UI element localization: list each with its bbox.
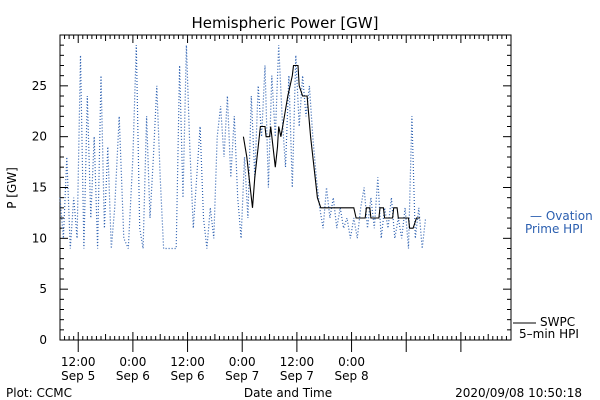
ovation-prime-series-line [59,45,427,250]
x-tick-date-label: Sep 7 [280,369,314,383]
y-tick-label: 10 [32,231,47,245]
x-tick-date-label: Sep 6 [116,369,150,383]
y-tick-label: 25 [32,79,47,93]
x-tick-date-label: Sep 8 [335,369,369,383]
x-tick-time-label: 0:00 [338,355,365,369]
swpc-series-line [242,64,420,229]
legend-swpc-label-2: 5–min HPI [519,327,579,341]
y-axis: 0 5 10 15 20 25 [32,34,511,347]
series-layer [59,45,427,250]
y-axis-label: P [GW] [5,167,19,209]
x-tick-date-label: Sep 7 [225,369,259,383]
legend-swpc-label-1: SWPC [540,315,575,329]
chart-title: Hemispheric Power [GW] [192,14,379,32]
x-tick-time-label: 12:00 [61,355,96,369]
plot-frame [59,34,512,341]
x-tick-time-label: 12:00 [170,355,205,369]
legend-ovation-label-2: Prime HPI [525,222,583,236]
legend-ovation-label-1: — Ovation [530,209,593,223]
y-tick-label: 20 [32,130,47,144]
y-tick-label: 0 [39,333,47,347]
x-tick-time-label: 0:00 [119,355,146,369]
x-tick-date-label: Sep 5 [61,369,95,383]
plot-source-label: Plot: CCMC [6,386,72,400]
x-axis-label: Date and Time [244,386,332,400]
plot-timestamp: 2020/09/08 10:50:18 [455,386,582,400]
x-tick-time-label: 0:00 [229,355,256,369]
y-tick-label: 5 [39,282,47,296]
y-tick-label: 15 [32,181,47,195]
x-tick-date-label: Sep 6 [171,369,205,383]
x-tick-time-label: 12:00 [280,355,315,369]
